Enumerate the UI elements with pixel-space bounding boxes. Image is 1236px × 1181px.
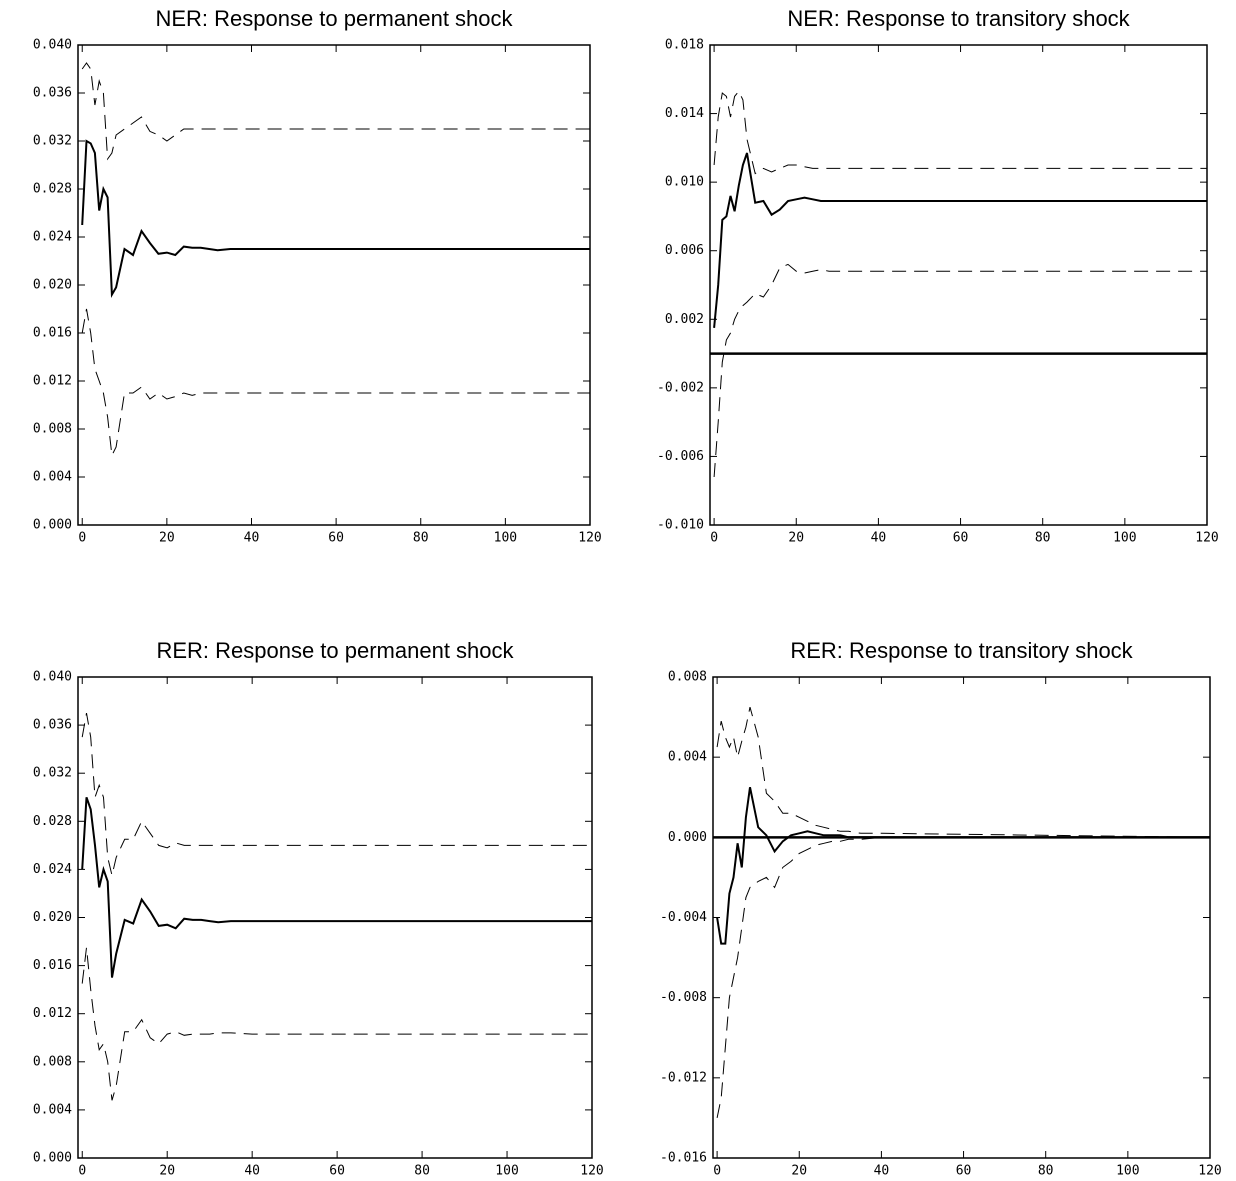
- y-tick-label: 0.008: [33, 1054, 72, 1069]
- y-tick-label: 0.004: [668, 750, 707, 765]
- response-line: [81, 796, 592, 978]
- y-tick-label: 0.000: [668, 830, 707, 845]
- y-tick-label: 0.004: [33, 1102, 72, 1117]
- band-line: [81, 308, 590, 458]
- response-line: [81, 139, 590, 299]
- x-tick-label: 60: [328, 531, 344, 546]
- y-tick-label: 0.040: [33, 670, 72, 685]
- x-tick-label: 60: [956, 1164, 972, 1179]
- y-tick-label: 0.024: [33, 862, 72, 877]
- y-tick-label: 0.016: [33, 958, 72, 973]
- y-tick-label: 0.020: [33, 278, 72, 293]
- subplot: RER: Response to permanent shock 0.000 0.0…: [33, 638, 604, 1179]
- x-tick-label: 0: [78, 1164, 86, 1179]
- x-tick-label: 60: [953, 531, 969, 546]
- y-tick-label: 0.024: [33, 230, 72, 245]
- x-tick-label: 20: [159, 1164, 175, 1179]
- y-tick-label: -0.010: [657, 518, 704, 533]
- y-tick-label: -0.012: [660, 1070, 707, 1085]
- x-tick-label: 60: [329, 1164, 345, 1179]
- x-tick-label: 20: [791, 1164, 807, 1179]
- x-tick-label: 120: [1195, 531, 1218, 546]
- y-tick-label: -0.002: [657, 380, 704, 395]
- y-tick-label: 0.000: [33, 1151, 72, 1166]
- band-line: [81, 947, 592, 1101]
- y-tick-label: 0.036: [33, 86, 72, 101]
- band-line: [716, 706, 1211, 838]
- x-tick-label: 20: [159, 531, 175, 546]
- y-tick-label: 0.002: [665, 312, 704, 327]
- y-tick-label: 0.036: [33, 718, 72, 733]
- y-tick-label: 0.014: [665, 106, 704, 121]
- x-tick-label: 20: [788, 531, 804, 546]
- y-tick-label: -0.004: [660, 910, 707, 925]
- y-tick-label: -0.016: [660, 1151, 707, 1166]
- subplot: NER: Response to permanent shock 0.000 0.0…: [33, 6, 602, 546]
- y-tick-label: 0.032: [33, 134, 72, 149]
- plot-frame: [709, 44, 1208, 526]
- x-tick-label: 40: [874, 1164, 890, 1179]
- y-tick-label: 0.028: [33, 814, 72, 829]
- y-tick-label: 0.010: [665, 175, 704, 190]
- y-tick-label: 0.016: [33, 326, 72, 341]
- x-tick-label: 40: [871, 531, 887, 546]
- chart-title: RER: Response to transitory shock: [790, 638, 1133, 663]
- x-tick-label: 0: [710, 531, 718, 546]
- chart-title: NER: Response to permanent shock: [155, 6, 513, 31]
- y-tick-label: -0.006: [657, 449, 704, 464]
- x-tick-label: 100: [1113, 531, 1136, 546]
- y-tick-label: 0.032: [33, 766, 72, 781]
- x-tick-label: 120: [578, 531, 601, 546]
- x-tick-label: 80: [1035, 531, 1051, 546]
- band-line: [713, 90, 1207, 175]
- y-tick-label: 0.020: [33, 910, 72, 925]
- y-tick-label: -0.008: [660, 990, 707, 1005]
- x-tick-label: 40: [244, 531, 260, 546]
- x-tick-label: 80: [413, 531, 429, 546]
- y-tick-label: 0.040: [33, 38, 72, 53]
- band-line: [716, 836, 1210, 1119]
- chart-title: RER: Response to permanent shock: [156, 638, 514, 663]
- x-tick-label: 40: [244, 1164, 260, 1179]
- x-tick-label: 100: [494, 531, 517, 546]
- plot-frame: [712, 676, 1211, 1159]
- band-line: [713, 263, 1207, 478]
- y-tick-label: 0.012: [33, 1006, 72, 1021]
- y-tick-label: 0.008: [33, 422, 72, 437]
- y-tick-label: 0.004: [33, 470, 72, 485]
- subplot: NER: Response to transitory shock -0.010 -…: [657, 6, 1219, 546]
- x-tick-label: 120: [1198, 1164, 1221, 1179]
- x-tick-label: 0: [713, 1164, 721, 1179]
- x-tick-label: 0: [78, 531, 86, 546]
- chart-title: NER: Response to transitory shock: [787, 6, 1130, 31]
- band-line: [81, 62, 590, 161]
- plot-frame: [77, 676, 593, 1159]
- response-line: [716, 786, 1210, 945]
- x-tick-label: 100: [495, 1164, 518, 1179]
- x-tick-label: 80: [1038, 1164, 1054, 1179]
- y-tick-label: 0.006: [665, 243, 704, 258]
- subplot: RER: Response to transitory shock -0.016 -…: [660, 638, 1222, 1179]
- y-tick-label: 0.008: [668, 670, 707, 685]
- x-tick-label: 100: [1116, 1164, 1139, 1179]
- y-tick-label: 0.012: [33, 374, 72, 389]
- x-tick-label: 80: [414, 1164, 430, 1179]
- band-line: [81, 713, 592, 876]
- response-line: [713, 152, 1207, 328]
- x-tick-label: 120: [580, 1164, 603, 1179]
- y-tick-label: 0.000: [33, 518, 72, 533]
- plot-frame: [77, 44, 591, 526]
- y-tick-label: 0.028: [33, 182, 72, 197]
- y-tick-label: 0.018: [665, 38, 704, 53]
